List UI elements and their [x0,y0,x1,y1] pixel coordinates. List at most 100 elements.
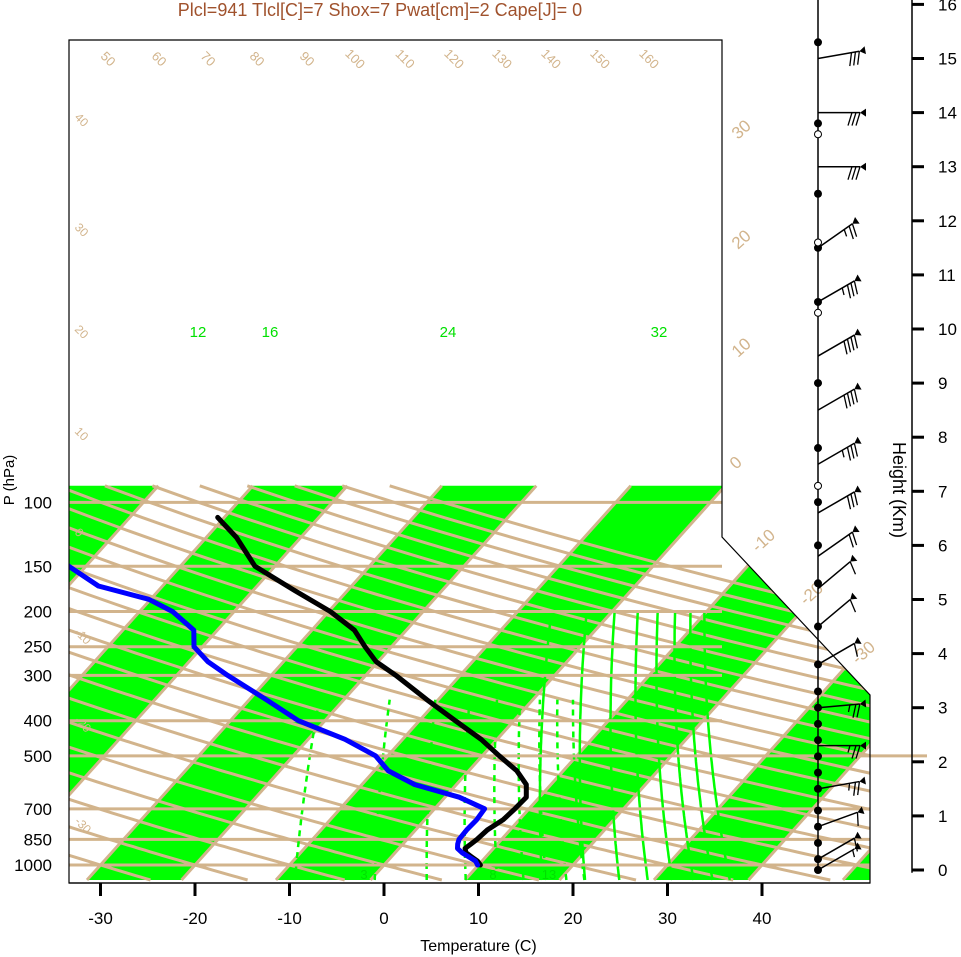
wind-barb [817,382,862,411]
barb-axis-point [814,768,822,777]
wind-barb-feather [846,338,852,353]
wind-barb-staff [817,642,855,666]
isotherm-line [369,484,727,882]
wind-barb-feather [849,561,857,575]
barb-axis-point [814,752,822,761]
isotherm-label: -30 [848,637,879,668]
wind-barb [817,485,862,514]
wind-barb-feather [846,284,852,299]
wind-barb-feather [851,166,857,180]
wind-barb-feather [855,112,861,126]
pressure-tick-label: 150 [24,557,52,576]
dry-adiabat-label: 60 [149,48,170,69]
isotherm-left-label: 20 [72,322,92,342]
wind-barb-feather [853,334,859,349]
wind-barb-staff [817,491,855,514]
wind-barb [817,46,866,67]
wind-barb-feather [855,745,861,759]
isotherm-line [274,484,632,882]
dry-adiabat-line [69,484,870,882]
mixing-ratio-bottom-label: 8 [489,867,496,882]
wind-barb-staff [817,388,855,411]
mixing-ratio-dashed-line [373,699,391,881]
wind-barb-half-feather [841,287,845,296]
pressure-tick-label: 300 [24,666,52,685]
wind-barb-half-feather [852,849,856,858]
x-tick-label: -30 [88,909,113,928]
wind-barb-feather [852,704,857,718]
wind-barb-feather [847,112,853,126]
barb-axis-hollow-point [814,238,822,247]
dry-adiabat-line [69,484,870,882]
dry-adiabat-line [69,484,831,882]
height-tick-label: 7 [938,482,947,501]
wind-barb-staff [817,442,855,465]
height-tick-label: 6 [938,536,947,555]
barb-axis-point [814,579,822,588]
wind-barb [818,108,866,126]
wind-barb-feather [856,812,859,826]
height-tick-label: 1 [938,807,947,826]
isotherm-label: 0 [726,453,746,473]
dry-adiabat-line [69,484,870,882]
wind-barb-tip [854,436,862,444]
wind-barb-feather [849,599,857,613]
wind-barb-feather [851,745,857,759]
height-tick-label: 2 [938,753,947,772]
isotherm-line [69,484,160,882]
x-tick-label: 10 [469,909,488,928]
barb-axis-point [814,498,822,507]
barb-axis-point [814,736,822,745]
wind-barb-feather [853,443,859,457]
wind-barb-feather [853,838,859,852]
wind-barb-tip [854,831,862,839]
wind-barb-layer [814,0,867,874]
dry-adiabat-label: 150 [587,46,613,72]
isotherm-label: -20 [796,578,827,609]
barb-axis-point [814,38,822,47]
pressure-tick-label: 400 [24,712,52,731]
mixing-ratio-line [655,611,674,881]
mixing-ratio-label: 16 [262,324,279,341]
wind-barb-staff [817,848,855,871]
x-tick-label: 0 [379,909,388,928]
wind-barb-feather [848,534,854,548]
dry-adiabat-line [69,484,870,882]
mixing-ratio-dashed-line [493,699,499,881]
wind-barb-staff [817,223,853,249]
height-tick-label: 5 [938,591,947,610]
wind-barb-feather [846,447,852,461]
wind-barb-tip [860,108,866,117]
dry-adiabat-line [69,484,346,882]
height-tick-label: 8 [938,428,947,447]
wind-barb-feather [851,531,858,546]
mixing-ratio-dashed-line [555,699,568,881]
height-tick-label: 11 [938,266,956,285]
barb-axis-point [814,719,822,728]
barb-axis-point [814,379,822,388]
wind-barb-half-feather [847,745,851,753]
wind-barb [817,274,862,303]
wind-barb [817,592,858,628]
mixing-ratio-label: 24 [440,324,457,341]
barb-axis-point [814,687,822,696]
wind-barb-half-feather [847,704,851,713]
dry-adiabat-line [69,484,870,882]
mixing-ratio-line [538,611,553,881]
wind-barb-feather [856,703,861,718]
wind-barb [817,436,862,465]
isotherm-left-label: 40 [72,110,92,130]
dry-adiabat-label: 70 [198,48,219,69]
wind-barb-tip [857,806,865,815]
wind-barb-feather [850,336,855,351]
wind-barb-feather [843,395,848,409]
mixing-ratio-dashed-line [517,699,525,881]
wind-barb-feather [857,781,861,796]
mixing-ratio-dashed-line [425,699,437,880]
barb-axis-point [814,806,822,815]
wind-barb [817,554,858,590]
wind-barb-feather [850,282,855,297]
isotherm-label: 30 [728,116,755,143]
wind-barb-tip [860,162,866,171]
barb-axis-point [814,541,822,550]
